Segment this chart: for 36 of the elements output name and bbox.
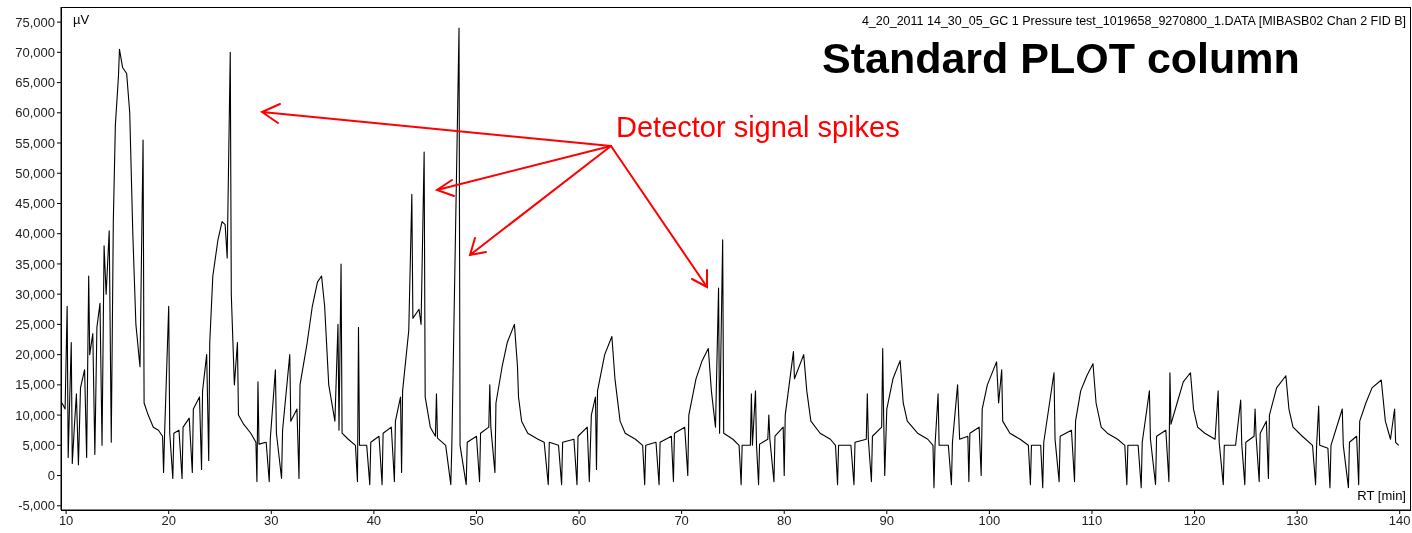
- y-tick-label: 20,000: [15, 347, 55, 363]
- y-tick-label: 45,000: [15, 196, 55, 212]
- y-tick-label: -5,000: [18, 498, 55, 514]
- x-tick-label: 120: [1183, 513, 1206, 529]
- x-tick-label: 70: [674, 513, 689, 529]
- y-tick-label: 35,000: [15, 256, 55, 272]
- annotation: 4_20_2011 14_30_05_GC 1 Pressure test_1019658_9270800_1.DATA [MIBASB02 Chan 2 FID B]: [861, 14, 1406, 28]
- y-tick-label: 60,000: [15, 105, 55, 121]
- y-tick-label: 55,000: [15, 135, 55, 151]
- y-tick-label: 0: [47, 468, 55, 484]
- y-tick-label: 10,000: [15, 407, 55, 423]
- y-tick-label: 75,000: [15, 14, 55, 30]
- y-axis-title: µV: [73, 12, 90, 27]
- x-tick-label: 50: [469, 513, 484, 529]
- x-tick-label: 100: [978, 513, 1001, 529]
- x-tick-label: 20: [161, 513, 176, 529]
- x-tick-label: 10: [58, 513, 74, 529]
- x-tick-label: 130: [1286, 513, 1308, 529]
- y-tick-label: 40,000: [15, 226, 55, 242]
- x-tick-label: 110: [1081, 513, 1103, 529]
- x-tick-label: 90: [879, 513, 895, 529]
- y-tick-label: 25,000: [15, 317, 55, 333]
- y-tick-label: 70,000: [15, 44, 55, 60]
- x-tick-label: 60: [571, 513, 587, 529]
- text: Standard PLOT column: [822, 34, 1300, 83]
- y-tick-label: 5,000: [22, 437, 55, 453]
- x-tick-label: 40: [366, 513, 382, 529]
- y-tick-label: 50,000: [15, 165, 55, 181]
- y-tick-label: 65,000: [15, 75, 55, 91]
- y-tick-label: 15,000: [15, 377, 55, 393]
- x-axis-title: RT [min]: [1357, 488, 1406, 503]
- x-tick-label: 140: [1388, 513, 1411, 529]
- y-tick-label: 30,000: [15, 286, 55, 302]
- annotation: Detector signal spikes: [616, 111, 900, 144]
- x-tick-label: 80: [776, 513, 792, 529]
- x-tick-label: 30: [264, 513, 279, 529]
